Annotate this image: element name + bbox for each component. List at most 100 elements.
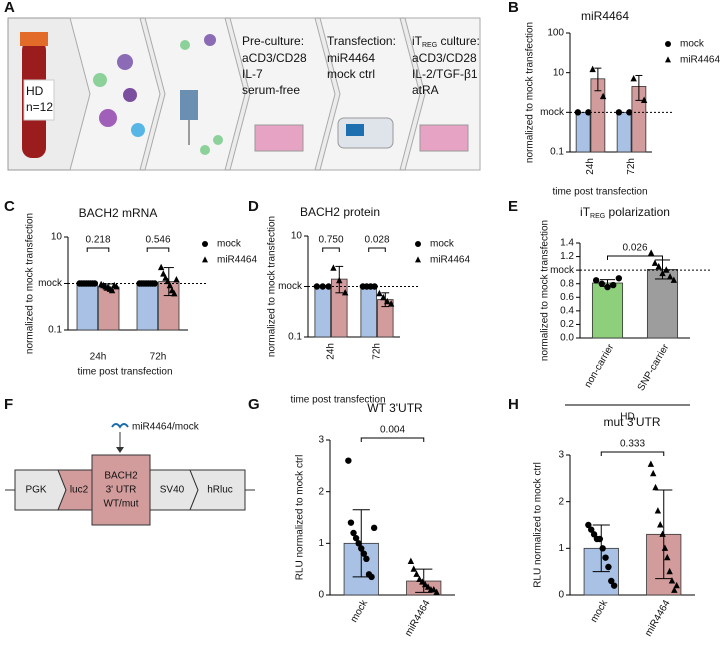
step-title-part: culture: [437, 34, 480, 48]
cell-icon [123, 88, 137, 102]
step-line: aCD3/CD28 [412, 51, 477, 65]
p-value: 0.028 [364, 235, 389, 246]
plate-icon [419, 124, 469, 152]
x-axis-label: time post transfection [552, 187, 647, 198]
data-point [371, 283, 378, 290]
data-point [319, 283, 326, 290]
donor-label: HD [26, 84, 44, 98]
data-point [655, 262, 662, 270]
chart-title-sub: REG [590, 213, 605, 220]
plate-icon [254, 124, 304, 152]
column-icon [180, 90, 198, 120]
p-value: 0.750 [318, 235, 343, 246]
tube-label [23, 79, 55, 121]
y-axis-label: normalized to mock transfection [267, 216, 278, 357]
y-tick-label: mock [540, 107, 565, 118]
significance-bracket [360, 437, 425, 442]
cell-icon [131, 123, 145, 137]
data-point [647, 460, 655, 467]
donor-label: n=12 [26, 100, 53, 114]
step-title: iTREG culture: [412, 34, 480, 49]
chart-title: BACH2 protein [300, 205, 380, 219]
data-point [589, 65, 596, 73]
data-point [651, 259, 659, 266]
step-line: atRA [412, 83, 439, 97]
mirna-icon [111, 423, 129, 429]
data-point [626, 109, 633, 116]
bar [76, 283, 98, 331]
y-tick-label: 10 [291, 231, 303, 242]
data-point [415, 241, 421, 247]
data-point [666, 567, 673, 575]
data-point [650, 469, 657, 477]
bar [591, 282, 624, 339]
legend-label: mock [430, 239, 455, 250]
data-point [407, 557, 415, 564]
bar [314, 286, 331, 338]
data-point [657, 521, 664, 528]
x-tick-label: miR4464 [643, 598, 673, 639]
data-point [661, 544, 669, 551]
y-tick-label: 1.2 [560, 251, 574, 262]
data-point [330, 264, 337, 271]
data-point [647, 249, 655, 256]
cell-icon [117, 54, 133, 70]
y-tick-label: 0.6 [560, 292, 574, 303]
y-tick-label: 0.1 [550, 147, 564, 158]
y-tick-label: 3 [558, 450, 564, 461]
legend-label: miR4464 [680, 55, 720, 66]
cell-icon [204, 34, 216, 46]
legend-label: miR4464 [430, 255, 470, 266]
panel-label: A [4, 0, 15, 16]
step-line: miR4464 [327, 51, 375, 65]
element-label: PGK [25, 485, 46, 496]
x-axis-label: time post transfection [290, 395, 385, 406]
panel-label: D [248, 198, 259, 215]
chart-title: BACH2 mRNA [79, 206, 158, 220]
y-tick-label: 0.8 [560, 278, 574, 289]
x-tick-label: 72h [372, 343, 383, 360]
chart-title-part: polarization [605, 205, 670, 219]
data-point [665, 56, 671, 63]
x-tick-label: 72h [150, 352, 167, 363]
data-point [654, 507, 662, 514]
data-point [599, 545, 606, 552]
data-point [585, 521, 592, 529]
panel-label: C [4, 198, 15, 215]
data-point [160, 270, 167, 277]
legend-label: mock [680, 39, 705, 50]
data-point [663, 266, 670, 273]
significance-bracket [146, 247, 170, 252]
data-point [419, 578, 426, 585]
data-point [664, 553, 671, 561]
data-point [430, 585, 437, 593]
data-point [202, 241, 208, 247]
y-axis-label: normalized to mock transfection [540, 220, 551, 361]
data-point [171, 289, 178, 297]
step-line: IL-7 [242, 67, 263, 81]
chart: BACH2 protein normalized to mock transfec… [267, 205, 471, 405]
construct-element [189, 469, 246, 511]
p-value: 0.026 [622, 243, 647, 254]
data-point [605, 563, 612, 571]
data-point [598, 280, 606, 287]
bar [360, 286, 377, 338]
data-point [413, 570, 420, 577]
data-point [665, 41, 671, 47]
data-point [166, 281, 174, 289]
data-point [363, 555, 370, 563]
data-point [590, 531, 598, 538]
data-point [670, 276, 678, 283]
cell-icon [213, 135, 223, 145]
chart: BACH2 mRNA normalized to mock transfectio… [25, 206, 258, 377]
element-label: luc2 [70, 485, 89, 496]
y-tick-label: 2 [558, 496, 564, 507]
data-point [596, 535, 604, 543]
legend-label: miR4464 [217, 255, 257, 266]
data-point [666, 273, 674, 280]
arrowhead [116, 447, 124, 453]
data-point [164, 277, 171, 285]
data-point [659, 269, 666, 277]
x-tick-label: 72h [626, 158, 637, 175]
